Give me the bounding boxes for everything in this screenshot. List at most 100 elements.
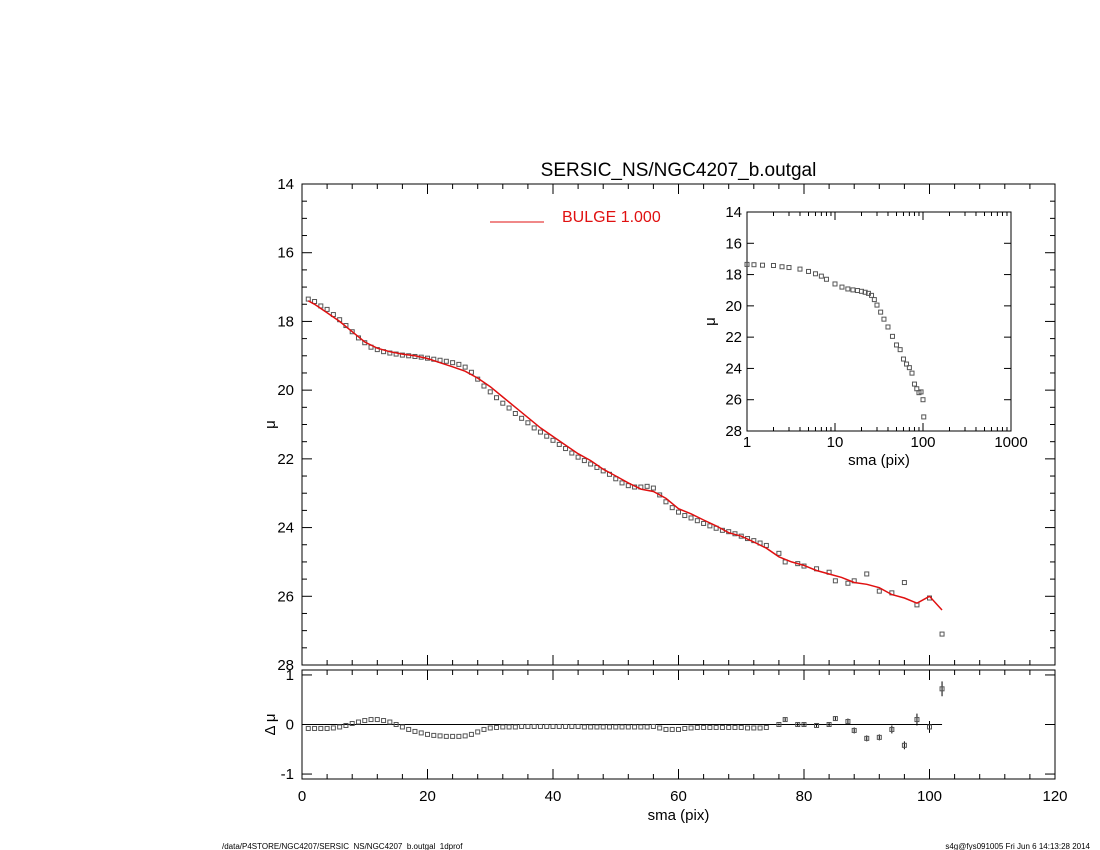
residual-data-point bbox=[381, 718, 387, 724]
main-data-point bbox=[563, 446, 569, 452]
residual-data-point bbox=[362, 718, 368, 724]
residual-data-point bbox=[594, 724, 600, 730]
residual-data-point bbox=[418, 730, 424, 736]
residual-x-tick-label: 20 bbox=[419, 788, 436, 805]
residual-data-point bbox=[581, 724, 587, 730]
inset-data-point bbox=[885, 324, 891, 330]
residual-data-point bbox=[431, 732, 437, 738]
inset-data-point bbox=[897, 347, 903, 353]
main-data-point bbox=[619, 480, 625, 486]
main-data-point bbox=[663, 499, 669, 505]
residual-data-point bbox=[412, 728, 418, 734]
inset-data-point bbox=[850, 287, 856, 293]
residual-data-point bbox=[719, 724, 725, 730]
residual-data-point bbox=[556, 723, 562, 729]
residual-data-point bbox=[606, 724, 612, 730]
main-data-point bbox=[443, 358, 449, 364]
residual-data-point bbox=[707, 724, 713, 730]
residual-data-point bbox=[425, 731, 430, 737]
residual-y-axis-label: Δ μ bbox=[262, 713, 279, 735]
inset-x-axis-label: sma (pix) bbox=[848, 452, 910, 469]
residual-x-axis-label: sma (pix) bbox=[648, 807, 710, 824]
inset-x-tick-label: 1 bbox=[743, 434, 751, 451]
residual-data-point bbox=[632, 724, 638, 730]
main-data-point bbox=[537, 429, 543, 435]
main-data-point bbox=[901, 580, 907, 586]
main-data-point bbox=[650, 485, 656, 491]
inset-data-point bbox=[823, 276, 829, 282]
inset-plot-frame bbox=[746, 211, 1012, 432]
residual-data-point bbox=[801, 722, 807, 727]
residual-data-point bbox=[613, 724, 619, 730]
residual-data-point bbox=[330, 725, 336, 731]
main-data-point bbox=[864, 571, 870, 577]
residual-data-point bbox=[795, 722, 801, 727]
inset-y-tick-label: 28 bbox=[725, 423, 742, 440]
main-y-tick-label: 16 bbox=[277, 245, 294, 262]
main-data-point bbox=[682, 513, 688, 519]
main-data-point bbox=[519, 415, 525, 421]
main-data-point bbox=[544, 433, 550, 439]
inset-data-point bbox=[832, 281, 838, 287]
residual-data-point bbox=[688, 725, 694, 731]
main-data-point bbox=[462, 364, 468, 370]
inset-data-point bbox=[911, 381, 917, 387]
main-data-point bbox=[393, 351, 399, 357]
main-y-tick-label: 24 bbox=[277, 520, 294, 537]
main-data-point bbox=[506, 405, 512, 411]
inset-data-point bbox=[906, 365, 912, 371]
inset-data-point bbox=[797, 266, 803, 272]
residual-y-tick-label: 1 bbox=[286, 667, 294, 684]
footer-timestamp: s4g@fys091005 Fri Jun 6 14:13:28 2014 bbox=[945, 842, 1090, 850]
residual-x-tick-label: 60 bbox=[670, 788, 687, 805]
residual-data-point bbox=[694, 724, 700, 730]
residual-data-point bbox=[901, 742, 907, 748]
main-data-point bbox=[531, 425, 537, 431]
residual-data-point bbox=[349, 721, 355, 727]
residual-data-point bbox=[713, 724, 719, 730]
residual-data-point bbox=[726, 724, 732, 730]
inset-y-tick-label: 18 bbox=[725, 267, 742, 284]
main-data-point bbox=[550, 437, 556, 443]
residual-data-point bbox=[826, 722, 832, 727]
residual-data-point bbox=[500, 724, 506, 730]
residual-y-tick-label: -1 bbox=[281, 766, 294, 783]
residual-data-point bbox=[481, 726, 487, 732]
inset-data-point bbox=[904, 361, 910, 367]
inset-x-tick-label: 1000 bbox=[994, 434, 1027, 451]
main-y-tick-label: 14 bbox=[277, 176, 294, 193]
residual-data-point bbox=[324, 725, 330, 731]
residual-data-point bbox=[682, 725, 688, 731]
main-data-point bbox=[450, 360, 456, 366]
inset-y-tick-label: 22 bbox=[725, 329, 742, 346]
main-data-point bbox=[669, 505, 675, 511]
main-data-point bbox=[487, 389, 493, 395]
residual-data-point bbox=[318, 725, 324, 731]
residual-data-point bbox=[468, 731, 474, 737]
main-data-point bbox=[305, 296, 311, 302]
main-data-point bbox=[575, 454, 581, 460]
residual-data-point bbox=[519, 723, 525, 729]
main-y-tick-label: 20 bbox=[277, 382, 294, 399]
main-data-point bbox=[707, 523, 713, 529]
residual-data-point bbox=[406, 726, 412, 732]
residual-data-point bbox=[393, 722, 399, 727]
inset-data-point bbox=[889, 333, 895, 339]
main-y-tick-label: 18 bbox=[277, 313, 294, 330]
residual-data-point bbox=[575, 723, 581, 729]
residual-data-point bbox=[751, 725, 757, 731]
main-data-point bbox=[500, 400, 506, 406]
residual-data-point bbox=[368, 717, 374, 723]
main-data-point bbox=[349, 329, 355, 335]
main-data-point bbox=[556, 441, 562, 447]
main-y-axis-label: μ bbox=[262, 420, 279, 429]
residual-data-point bbox=[669, 726, 675, 732]
residual-data-point bbox=[625, 724, 631, 730]
residual-data-point bbox=[337, 724, 343, 730]
inset-data-point bbox=[920, 397, 926, 403]
residual-data-point bbox=[832, 716, 838, 722]
inset-data-point bbox=[894, 342, 900, 348]
inset-data-point bbox=[779, 264, 785, 270]
